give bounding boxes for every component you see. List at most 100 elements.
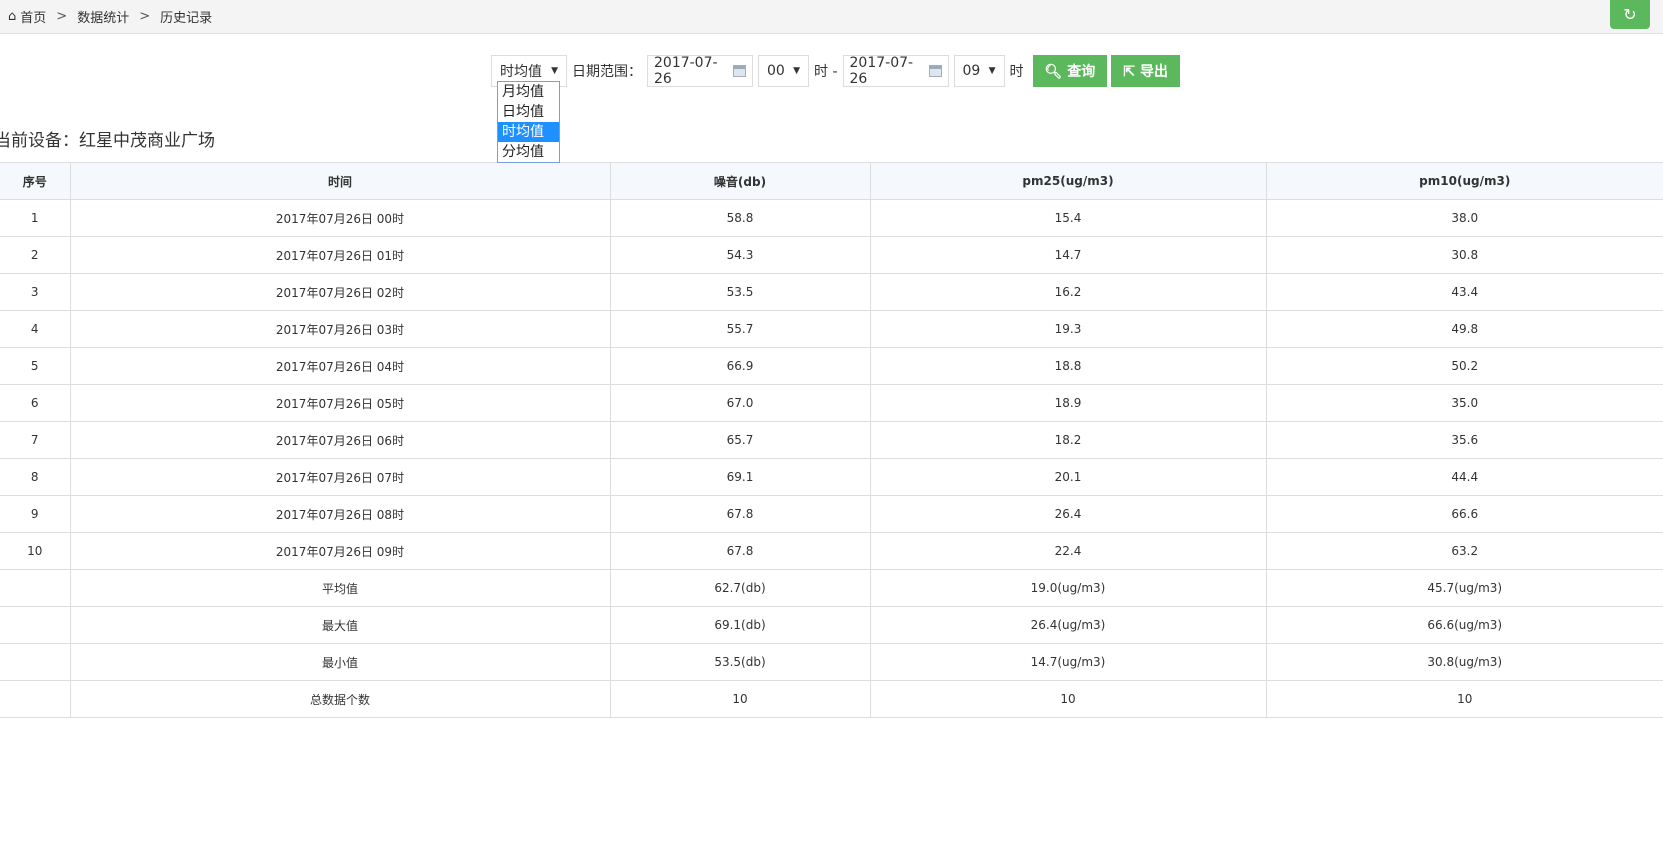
refresh-button[interactable]: ↻ <box>1610 0 1650 29</box>
start-date-value: 2017-07-26 <box>654 55 718 87</box>
table-cell: 58.8 <box>609 199 871 237</box>
table-cell: 2017年07月26日 02时 <box>69 273 611 311</box>
table-cell: 18.2 <box>869 421 1267 459</box>
mode-option-hour[interactable]: 时均值 <box>498 122 559 142</box>
caret-down-icon: ▼ <box>793 66 800 76</box>
table-row: 2 2017年07月26日 01时 54.3 14.7 30.8 <box>0 236 1663 274</box>
table-cell: 7 <box>0 421 71 459</box>
table-cell: 35.6 <box>1265 421 1663 459</box>
table-cell: 35.0 <box>1265 384 1663 422</box>
column-header: 序号 <box>0 162 71 200</box>
table-cell: 5 <box>0 347 71 385</box>
query-button[interactable]: 🔍︎ 查询 <box>1032 55 1108 87</box>
table-cell <box>0 643 71 681</box>
export-label: 导出 <box>1140 63 1169 79</box>
table-cell: 1 <box>0 199 71 237</box>
table-cell: 9 <box>0 495 71 533</box>
start-hour-select[interactable]: 00 ▼ <box>758 55 809 87</box>
caret-down-icon: ▼ <box>988 66 996 76</box>
table-row: 5 2017年07月26日 04时 66.9 18.8 50.2 <box>0 347 1663 385</box>
table-cell: 66.6 <box>1265 495 1663 533</box>
column-header: 噪音(db) <box>609 162 871 200</box>
table-cell: 2017年07月26日 01时 <box>69 236 611 274</box>
column-header: pm25(ug/m3) <box>869 162 1267 200</box>
table-cell: 2017年07月26日 06时 <box>69 421 611 459</box>
table-cell: 15.4 <box>869 199 1267 237</box>
table-cell: 62.7(db) <box>609 569 871 607</box>
mode-value: 时均值 <box>500 64 542 80</box>
table-cell: 38.0 <box>1265 199 1663 237</box>
table-row: 4 2017年07月26日 03时 55.7 19.3 49.8 <box>0 310 1663 348</box>
breadcrumb-home[interactable]: 首页 <box>20 11 47 26</box>
table-cell: 26.4 <box>869 495 1267 533</box>
end-hour-select[interactable]: 09 ▼ <box>953 55 1005 87</box>
breadcrumb: ⌂ 首页 > 数据统计 > 历史记录 <box>0 0 1663 34</box>
breadcrumb-separator: > <box>56 9 68 24</box>
home-icon: ⌂ <box>8 9 17 24</box>
table-cell: 55.7 <box>609 310 871 348</box>
column-header: 时间 <box>69 162 611 200</box>
table-cell <box>0 569 71 607</box>
table-cell: 69.1 <box>609 458 871 496</box>
table-cell <box>0 606 71 644</box>
summary-row: 最大值 69.1(db) 26.4(ug/m3) 66.6(ug/m3) <box>0 606 1663 644</box>
end-date-value: 2017-07-26 <box>849 55 914 87</box>
table-cell: 10 <box>869 680 1267 718</box>
table-cell: 14.7(ug/m3) <box>869 643 1267 681</box>
table-cell: 30.8 <box>1265 236 1663 274</box>
table-row: 1 2017年07月26日 00时 58.8 15.4 38.0 <box>0 199 1663 237</box>
table-cell: 4 <box>0 310 71 348</box>
table-cell: 67.8 <box>609 495 871 533</box>
table-row: 7 2017年07月26日 06时 65.7 18.2 35.6 <box>0 421 1663 459</box>
table-cell: 45.7(ug/m3) <box>1265 569 1663 607</box>
breadcrumb-current: 历史记录 <box>160 11 213 26</box>
table-cell: 66.6(ug/m3) <box>1265 606 1663 644</box>
table-cell: 16.2 <box>869 273 1267 311</box>
current-device: 当前设备：红星中茂商业广场 <box>0 131 215 151</box>
mode-option-minute[interactable]: 分均值 <box>502 144 544 160</box>
table-row: 8 2017年07月26日 07时 69.1 20.1 44.4 <box>0 458 1663 496</box>
caret-down-icon: ▼ <box>551 66 558 76</box>
table-cell: 10 <box>1265 680 1663 718</box>
table-cell: 20.1 <box>869 458 1267 496</box>
breadcrumb-separator: > <box>139 9 151 24</box>
end-date-input[interactable]: 2017-07-26 <box>842 55 949 87</box>
hour-dash-label: 时 - <box>814 64 838 80</box>
table-row: 9 2017年07月26日 08时 67.8 26.4 66.6 <box>0 495 1663 533</box>
table-row: 3 2017年07月26日 02时 53.5 16.2 43.4 <box>0 273 1663 311</box>
table-cell: 2017年07月26日 07时 <box>69 458 611 496</box>
table-cell: 50.2 <box>1265 347 1663 385</box>
table-cell: 6 <box>0 384 71 422</box>
summary-row: 总数据个数 10 10 10 <box>0 680 1663 718</box>
table-cell: 8 <box>0 458 71 496</box>
hour-unit-label: 时 <box>1009 64 1024 80</box>
table-row: 6 2017年07月26日 05时 67.0 18.9 35.0 <box>0 384 1663 422</box>
table-cell: 2017年07月26日 04时 <box>69 347 611 385</box>
table-cell: 平均值 <box>69 569 611 607</box>
filter-toolbar: 时均值 ▼ 日期范围： 2017-07-26 00 ▼ 时 - 2017-07-26… <box>491 55 1181 87</box>
table-cell: 3 <box>0 273 71 311</box>
calendar-icon[interactable] <box>733 65 746 77</box>
table-cell: 66.9 <box>609 347 871 385</box>
table-cell: 19.3 <box>869 310 1267 348</box>
table-cell: 19.0(ug/m3) <box>869 569 1267 607</box>
table-cell: 53.5(db) <box>609 643 871 681</box>
table-cell: 26.4(ug/m3) <box>869 606 1267 644</box>
start-date-input[interactable]: 2017-07-26 <box>647 55 753 87</box>
calendar-icon[interactable] <box>928 65 942 77</box>
search-icon: 🔍︎ <box>1044 62 1063 79</box>
breadcrumb-stats[interactable]: 数据统计 <box>77 11 130 26</box>
table-cell: 22.4 <box>869 532 1267 570</box>
date-range-label: 日期范围： <box>572 64 642 80</box>
table-cell: 2 <box>0 236 71 274</box>
mode-option-day[interactable]: 日均值 <box>502 104 544 120</box>
mode-dropdown: 月均值 日均值 时均值 分均值 <box>497 81 560 163</box>
table-cell: 2017年07月26日 03时 <box>69 310 611 348</box>
table-cell: 14.7 <box>869 236 1267 274</box>
table-row: 10 2017年07月26日 09时 67.8 22.4 63.2 <box>0 532 1663 570</box>
table-cell: 30.8(ug/m3) <box>1265 643 1663 681</box>
end-hour-value: 09 <box>962 63 981 79</box>
export-button[interactable]: ⇱ 导出 <box>1111 55 1181 87</box>
table-cell: 2017年07月26日 05时 <box>69 384 611 422</box>
mode-option-month[interactable]: 月均值 <box>502 84 544 100</box>
